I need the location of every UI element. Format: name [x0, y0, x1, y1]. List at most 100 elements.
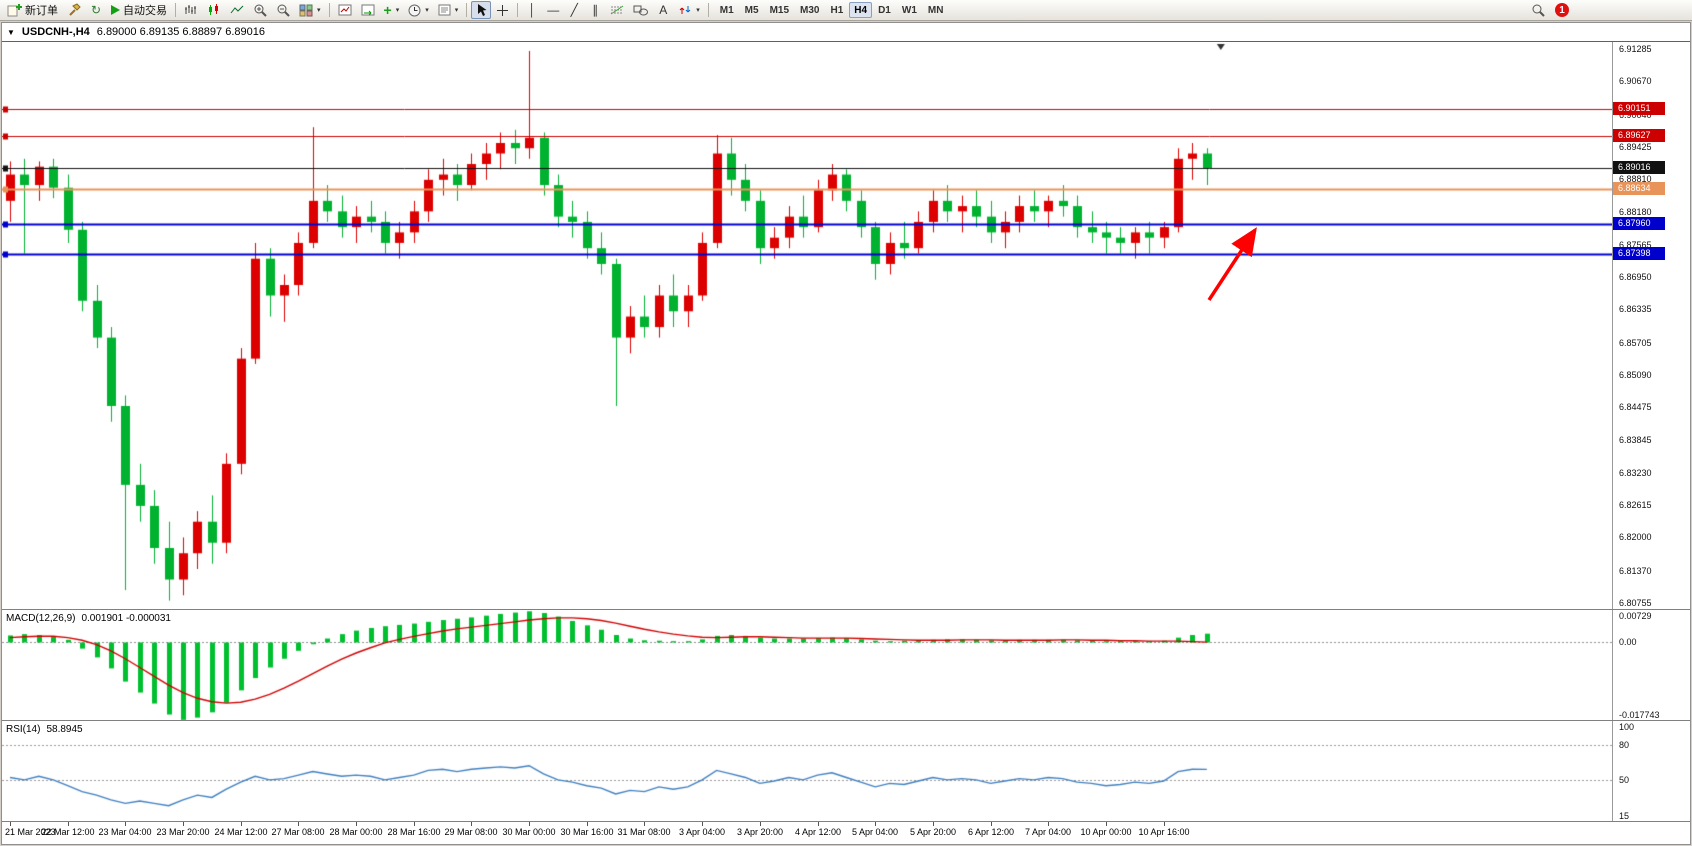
panel-separator[interactable] [2, 720, 1690, 721]
price-tick-label: 6.83230 [1619, 467, 1652, 478]
price-tick-label: 6.89425 [1619, 141, 1652, 152]
time-axis-label: 5 Apr 20:00 [909, 827, 957, 837]
price-tick-label: 6.86950 [1619, 272, 1652, 283]
timeframe-button-m1[interactable]: M1 [719, 4, 734, 16]
candlestick-chart-button[interactable] [203, 1, 225, 19]
time-axis-label: 22 Mar 12:00 [41, 827, 95, 837]
auto-trading-label: 自动交易 [123, 5, 167, 17]
rsi-axis[interactable]: 100 80 50 15 [1612, 721, 1690, 821]
trend-arrow-annotation[interactable] [2, 42, 1612, 609]
price-axis[interactable]: 6.912856.906706.900406.894256.888106.881… [1612, 42, 1690, 609]
price-tick-label: 6.85090 [1619, 369, 1652, 380]
templates-button[interactable]: ▾ [434, 1, 463, 19]
shapes-icon [633, 4, 649, 16]
time-axis-label: 3 Apr 04:00 [678, 827, 726, 837]
caret-icon: ▾ [696, 7, 700, 14]
time-tick-mark [702, 822, 703, 826]
bar-chart-button[interactable] [180, 1, 202, 19]
tile-windows-button[interactable]: ▾ [295, 1, 325, 19]
time-axis-label: 7 Apr 04:00 [1024, 827, 1072, 837]
price-tick-label: 6.80755 [1619, 597, 1652, 608]
channel-tool-button[interactable]: ∥ [585, 1, 605, 19]
chart-shift-button[interactable] [334, 1, 356, 19]
zoom-in-button[interactable] [249, 1, 271, 19]
rsi-tick-label: 80 [1619, 739, 1630, 750]
panel-separator[interactable] [2, 821, 1690, 822]
candlestick-chart-canvas[interactable] [2, 42, 1612, 609]
time-axis-label: 29 Mar 08:00 [444, 827, 498, 837]
rsi-chart-canvas[interactable] [2, 721, 1612, 821]
time-axis[interactable]: 21 Mar 2023 22 Mar 12:00 23 Mar 04:00 23 Ma… [2, 822, 1690, 844]
time-axis-label: 31 Mar 08:00 [617, 827, 671, 837]
add-indicator-icon: + [383, 2, 392, 18]
macd-chart-canvas[interactable] [2, 610, 1612, 720]
time-tick-mark [356, 822, 357, 826]
collapse-arrow-icon[interactable]: ▼ [7, 27, 15, 37]
macd-axis[interactable]: 0.00729 0.00 -0.017743 [1612, 610, 1690, 720]
rsi-panel: RSI(14) 58.8945 100 80 50 15 [2, 721, 1690, 821]
bar-chart-icon [184, 4, 198, 16]
timeframe-button-h4[interactable]: H4 [849, 2, 873, 18]
timeframe-button-d1[interactable]: D1 [878, 4, 891, 16]
refresh-icon: ↻ [90, 3, 102, 17]
time-tick-mark [68, 822, 69, 826]
line-chart-button[interactable] [226, 1, 248, 19]
tile-windows-icon [299, 4, 313, 17]
arrows-tool-button[interactable]: ▾ [674, 1, 704, 19]
macd-indicator-label: MACD(12,26,9) [6, 613, 76, 624]
price-tick-label: 6.83845 [1619, 435, 1652, 446]
crosshair-tool-button[interactable] [492, 1, 513, 19]
time-axis-label: 6 Apr 12:00 [967, 827, 1015, 837]
auto-scroll-icon [361, 4, 375, 16]
timeframe-group: M1 M5 M15 M30 H1 H4 D1 W1 MN [715, 2, 949, 18]
horizontal-line-tool-button[interactable]: — [543, 1, 563, 19]
refresh-button[interactable]: ↻ [86, 1, 106, 19]
shapes-tool-button[interactable] [629, 1, 652, 19]
auto-scroll-button[interactable] [357, 1, 379, 19]
vertical-line-tool-button[interactable]: │ [522, 1, 542, 19]
crosshair-icon [496, 4, 509, 17]
time-tick-mark [125, 822, 126, 826]
fibonacci-tool-button[interactable] [606, 1, 628, 19]
text-tool-icon: A [659, 3, 668, 17]
search-button[interactable] [1527, 1, 1549, 19]
timeframe-button-m30[interactable]: M30 [800, 4, 820, 16]
text-tool-button[interactable]: A [653, 1, 673, 19]
channel-icon: ∥ [592, 3, 599, 17]
timeframe-button-m15[interactable]: M15 [769, 4, 790, 16]
timeframe-button-mn[interactable]: MN [927, 4, 944, 16]
time-axis-label: 27 Mar 08:00 [271, 827, 325, 837]
time-tick-mark [471, 822, 472, 826]
timeframe-button-m5[interactable]: M5 [744, 4, 759, 16]
cursor-tool-button[interactable] [471, 1, 492, 19]
timeframe-button-h1[interactable]: H1 [830, 4, 844, 16]
toolbar-right-group: 1 [1527, 1, 1689, 19]
time-tick-mark [298, 822, 299, 826]
new-order-button[interactable]: 新订单 [3, 1, 62, 19]
periods-button[interactable]: ▾ [404, 1, 433, 19]
notification-badge[interactable]: 1 [1555, 3, 1569, 17]
arrows-tool-icon [678, 4, 692, 16]
time-tick-mark [875, 822, 876, 826]
main-toolbar: 新订单 ↻ 自动交易 [0, 0, 1692, 21]
caret-icon: ▾ [454, 7, 459, 14]
fibonacci-icon [610, 4, 624, 16]
metaeditor-button[interactable] [63, 1, 85, 19]
time-axis-label: 30 Mar 00:00 [502, 827, 556, 837]
price-level-tag: 6.90151 [1613, 101, 1665, 115]
rsi-tick-label: 15 [1619, 811, 1630, 821]
add-indicator-button[interactable]: + ▾ [380, 1, 404, 19]
cursor-icon [476, 3, 487, 17]
timeframe-button-w1[interactable]: W1 [901, 4, 917, 16]
price-tick-label: 6.82000 [1619, 532, 1652, 543]
panel-separator[interactable] [2, 609, 1690, 610]
time-tick-mark [1048, 822, 1049, 826]
price-level-tag: 6.89016 [1613, 161, 1665, 175]
auto-trading-button[interactable]: 自动交易 [107, 1, 171, 19]
zoom-out-button[interactable] [272, 1, 294, 19]
trendline-tool-button[interactable]: ╱ [564, 1, 584, 19]
clock-icon [408, 4, 421, 17]
macd-tick-label: -0.017743 [1619, 710, 1660, 720]
candlestick-chart-icon [207, 4, 221, 16]
macd-label-row: MACD(12,26,9) 0.001901 -0.000031 [6, 613, 171, 624]
